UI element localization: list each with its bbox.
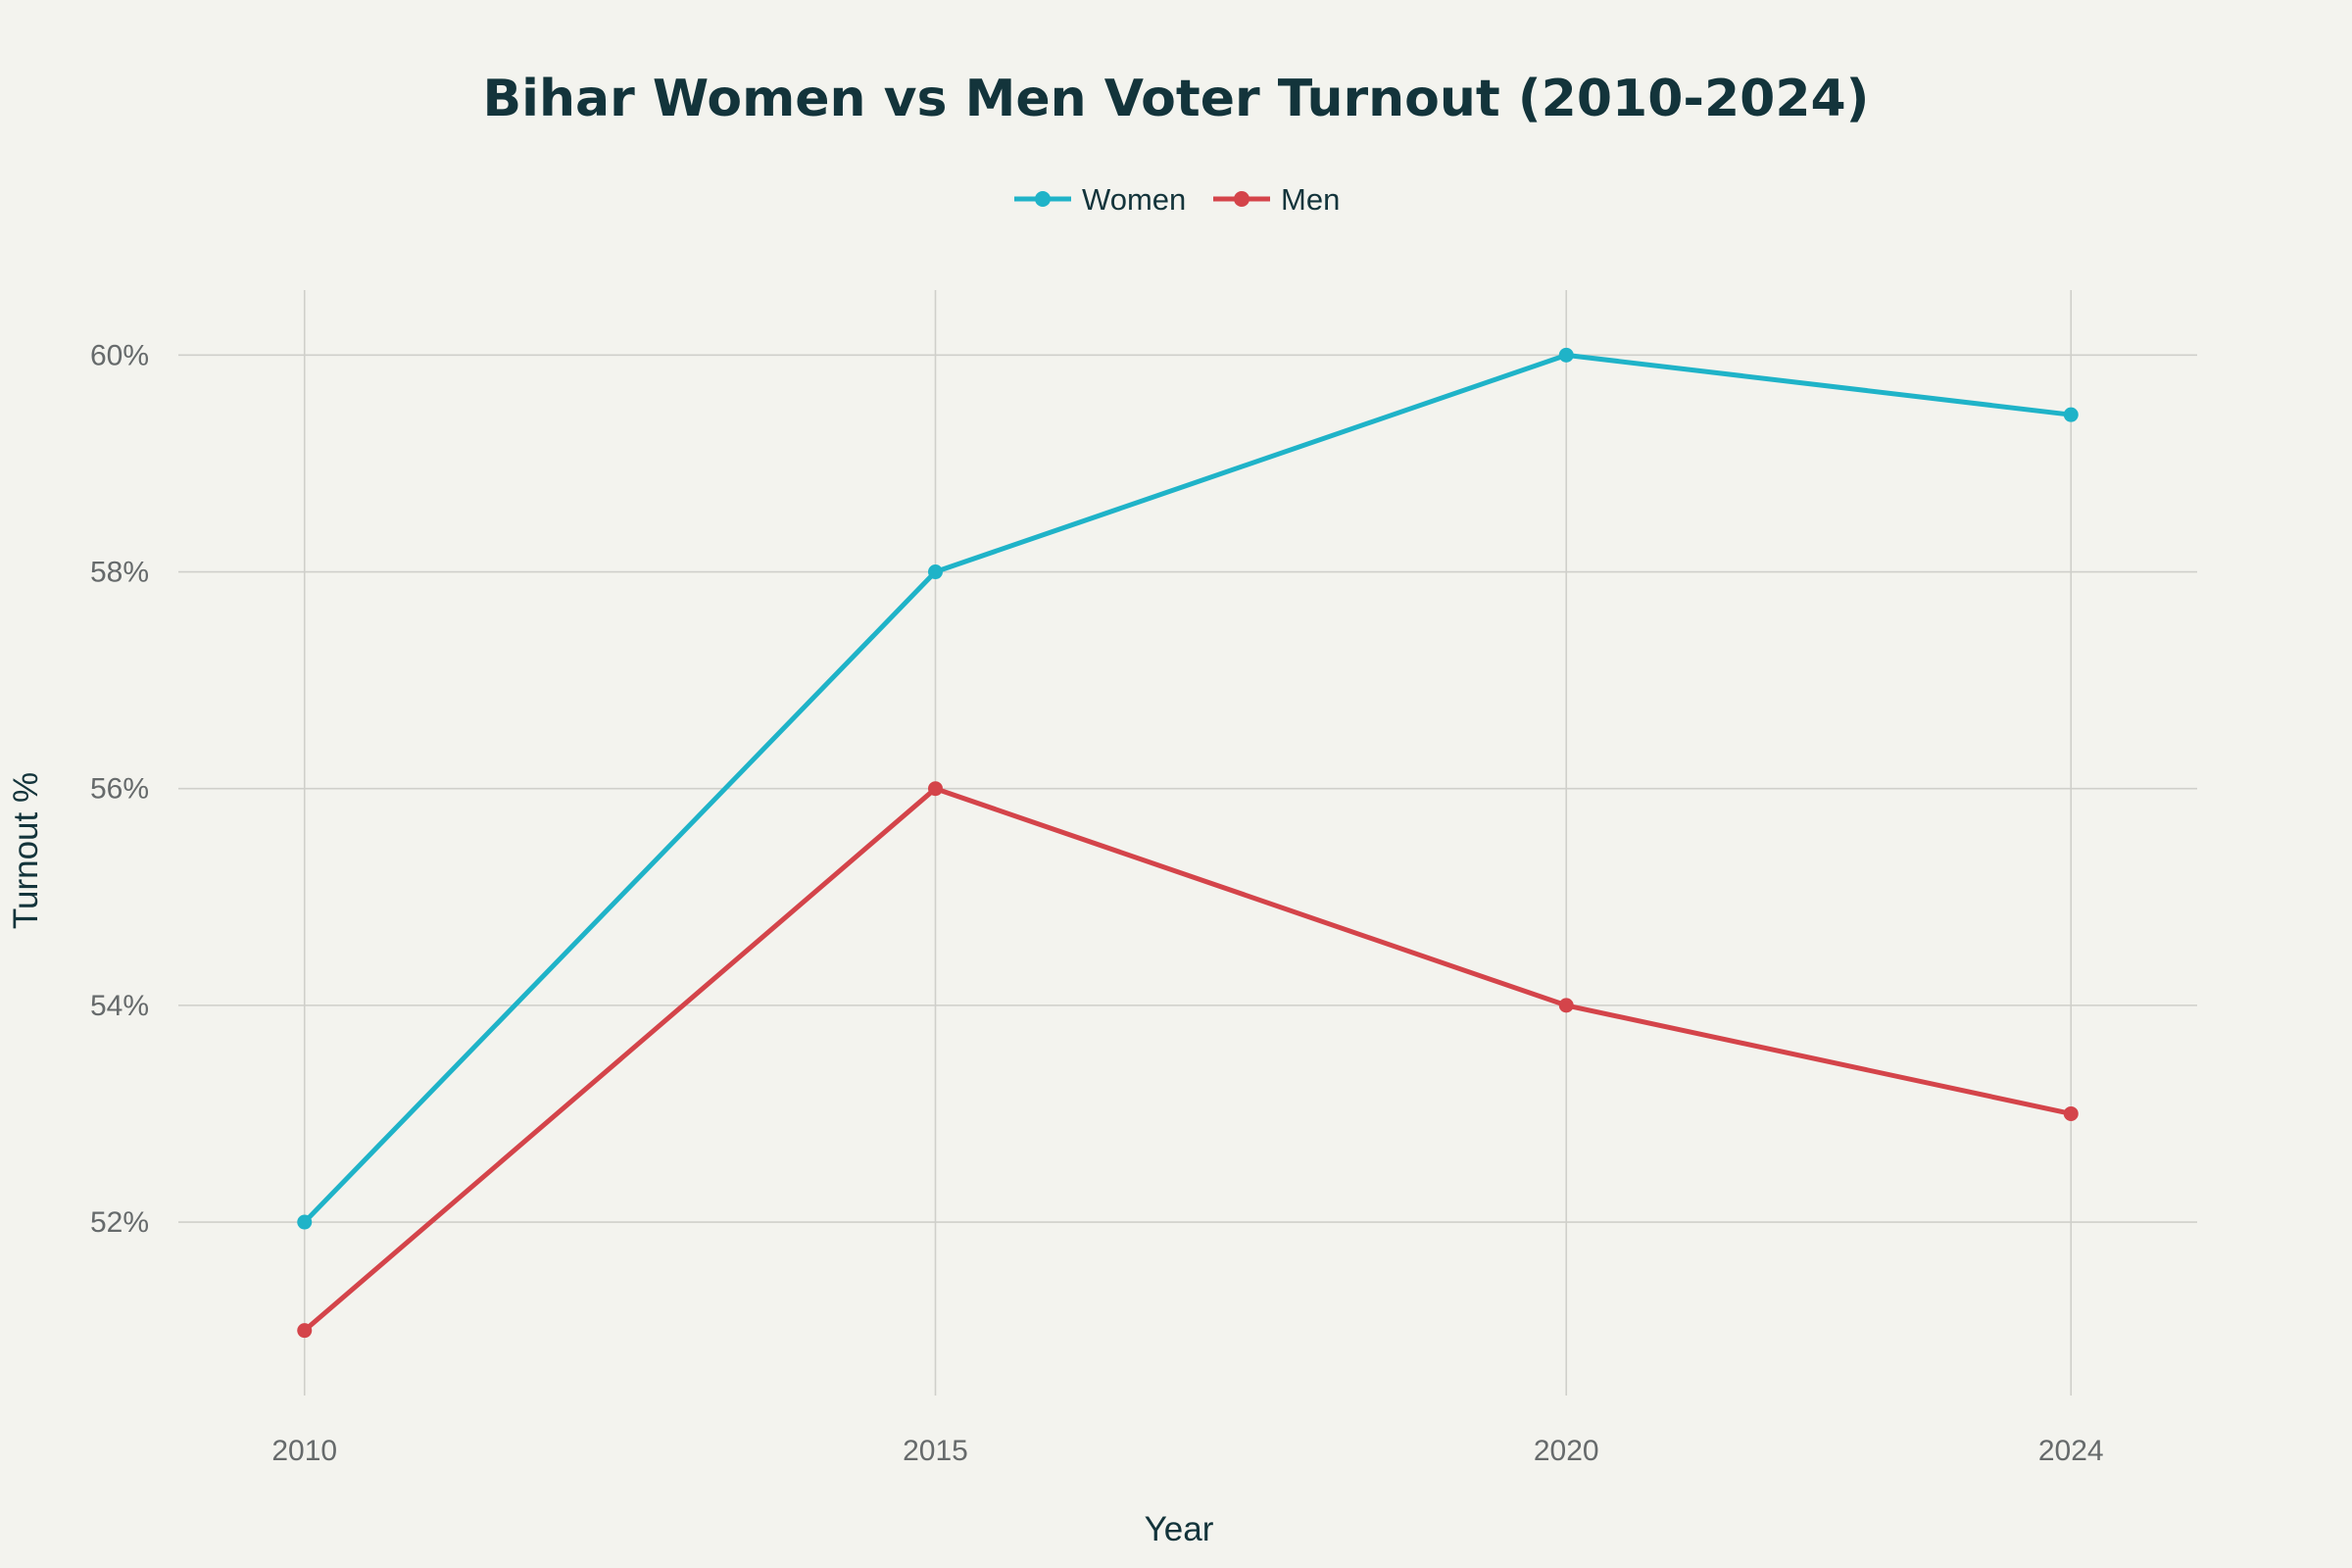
gridlines	[178, 290, 2197, 1396]
y-tick-label: 60%	[90, 339, 149, 371]
legend-marker-men	[1234, 191, 1250, 207]
y-tick-label: 54%	[90, 990, 149, 1022]
data-point-men[interactable]	[297, 1323, 313, 1339]
data-point-men[interactable]	[1558, 998, 1574, 1013]
chart-title: Bihar Women vs Men Voter Turnout (2010-2…	[483, 70, 1870, 128]
data-point-men[interactable]	[2063, 1105, 2079, 1121]
series-line-men	[302, 786, 2074, 1334]
y-axis-title: Turnout %	[7, 772, 45, 929]
data-point-women[interactable]	[297, 1214, 313, 1230]
series-lines	[297, 347, 2079, 1339]
series-line-women	[302, 352, 2074, 1225]
y-tick-label: 52%	[90, 1206, 149, 1239]
legend-item-men[interactable]: Men	[1213, 182, 1340, 217]
y-tick-label: 56%	[90, 773, 149, 806]
x-tick-label: 2020	[1534, 1435, 1599, 1467]
y-tick-label: 58%	[90, 557, 149, 589]
legend-label-women: Women	[1082, 182, 1186, 217]
x-axis-title: Year	[1145, 1510, 1214, 1548]
x-tick-label: 2015	[903, 1435, 968, 1467]
legend-marker-women	[1035, 191, 1051, 207]
data-point-women[interactable]	[2063, 407, 2079, 422]
x-tick-label: 2024	[2038, 1435, 2104, 1467]
data-point-women[interactable]	[1558, 347, 1574, 363]
legend-label-men: Men	[1281, 182, 1340, 217]
data-point-men[interactable]	[928, 781, 943, 797]
x-tick-label: 2010	[271, 1435, 337, 1467]
legend: Women Men	[1014, 182, 1340, 217]
legend-item-women[interactable]: Women	[1014, 182, 1186, 217]
y-axis-ticks: 52% 54% 56% 58% 60%	[90, 339, 149, 1239]
data-point-women[interactable]	[928, 564, 943, 580]
x-axis-ticks: 2010 2015 2020 2024	[271, 1435, 2103, 1467]
